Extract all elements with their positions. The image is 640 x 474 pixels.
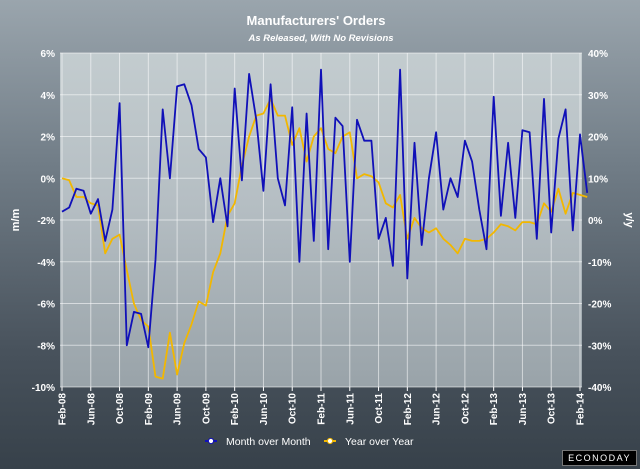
x-tick-label: Oct-11 bbox=[374, 393, 385, 424]
y2-tick-label: 20% bbox=[588, 133, 608, 144]
legend-item-year-over-year[interactable]: Year over Year bbox=[324, 436, 414, 448]
x-axis-ticks: Feb-08 Jun-08 Oct-08 Feb-09 Jun-09 Oct-09 Feb-… bbox=[58, 387, 587, 425]
x-tick-label: Jun-13 bbox=[518, 393, 529, 426]
legend-label-mom: Month over Month bbox=[226, 436, 311, 448]
x-tick-label: Jun-08 bbox=[86, 393, 97, 426]
x-tick-label: Oct-13 bbox=[547, 393, 558, 425]
x-tick-label: Jun-12 bbox=[432, 393, 443, 426]
x-tick-label: Jun-09 bbox=[173, 393, 184, 426]
x-tick-label: Feb-14 bbox=[576, 393, 587, 426]
x-tick-label: Feb-11 bbox=[317, 393, 328, 425]
x-tick-label: Jun-11 bbox=[345, 393, 356, 425]
y-tick-label: -6% bbox=[37, 300, 55, 311]
y-axis-left-label: m/m bbox=[10, 208, 22, 231]
legend-marker-mom bbox=[207, 437, 215, 445]
x-tick-label: Oct-10 bbox=[288, 393, 299, 425]
legend-label-yoy: Year over Year bbox=[345, 436, 414, 448]
y2-tick-label: -40% bbox=[588, 383, 611, 394]
x-tick-label: Oct-08 bbox=[115, 393, 126, 425]
series-line-month-over-month bbox=[61, 68, 589, 349]
y-axis-right-label: y/y bbox=[623, 212, 635, 228]
x-tick-label: Feb-10 bbox=[230, 393, 241, 426]
y2-tick-label: 30% bbox=[588, 91, 608, 102]
y2-tick-label: 0% bbox=[588, 216, 603, 227]
y-axis-left-ticks: 6% 4% 2% 0% -2% -4% -6% -8% -10% bbox=[32, 49, 55, 394]
x-tick-label: Jun-10 bbox=[259, 393, 270, 426]
y-tick-label: -4% bbox=[37, 258, 55, 269]
x-tick-label: Oct-12 bbox=[460, 393, 471, 425]
legend-item-month-over-month[interactable]: Month over Month bbox=[205, 436, 311, 448]
x-tick-label: Feb-08 bbox=[58, 393, 69, 426]
x-tick-label: Feb-09 bbox=[144, 393, 155, 426]
x-tick-label: Oct-09 bbox=[201, 393, 212, 425]
x-tick-label: Feb-13 bbox=[489, 393, 500, 426]
y2-tick-label: -30% bbox=[588, 341, 611, 352]
y-tick-label: 0% bbox=[41, 174, 56, 185]
chart-subtitle: As Released, With No Revisions bbox=[247, 33, 393, 44]
x-tick-label: Feb-12 bbox=[403, 393, 414, 426]
y-tick-label: 2% bbox=[41, 133, 56, 144]
y2-tick-label: -10% bbox=[588, 258, 611, 269]
y-tick-label: 6% bbox=[41, 49, 56, 60]
y-tick-label: -10% bbox=[32, 383, 55, 394]
y-tick-label: -8% bbox=[37, 341, 55, 352]
series-layer bbox=[61, 68, 589, 380]
y2-tick-label: 40% bbox=[588, 49, 608, 60]
chart-title: Manufacturers' Orders bbox=[247, 13, 386, 28]
brand-logo: ECONODAY bbox=[562, 450, 637, 466]
y-axis-right-ticks: 40% 30% 20% 10% 0% -10% -20% -30% -40% bbox=[588, 49, 611, 394]
legend-marker-yoy bbox=[326, 437, 334, 445]
y2-tick-label: 10% bbox=[588, 174, 608, 185]
y-tick-label: 4% bbox=[41, 91, 56, 102]
y-tick-label: -2% bbox=[37, 216, 55, 227]
legend: Month over Month Year over Year bbox=[205, 436, 414, 448]
y2-tick-label: -20% bbox=[588, 300, 611, 311]
